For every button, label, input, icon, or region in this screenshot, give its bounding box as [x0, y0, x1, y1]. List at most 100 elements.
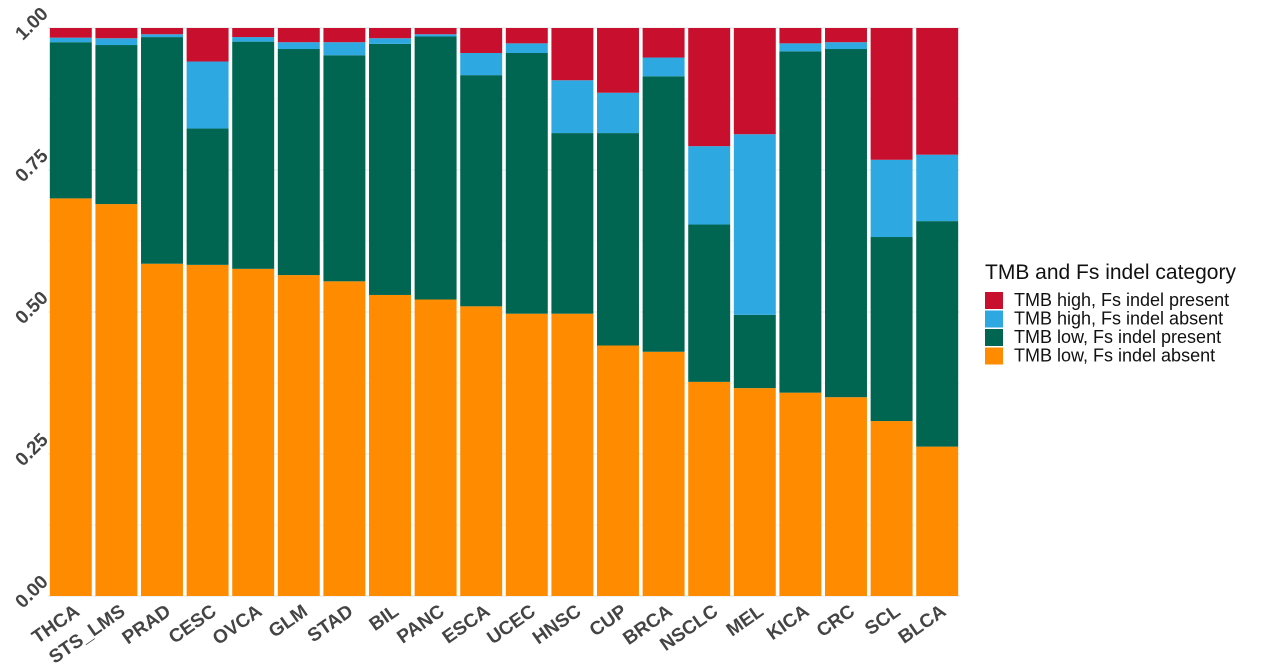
legend-swatch	[985, 347, 1003, 365]
bar-scl-series-0	[870, 421, 913, 596]
bar-blca-series-2	[916, 154, 959, 222]
bar-bil-series-0	[369, 294, 411, 596]
bar-glm-series-2	[277, 42, 320, 50]
bar-esca-series-3	[460, 28, 503, 53]
y-tick-label: 1.00	[12, 4, 53, 45]
legend: TMB and Fs indel category TMB high, Fs i…	[985, 261, 1236, 366]
bar-prad-series-3	[141, 28, 183, 35]
x-tick-label-esca: ESCA	[439, 601, 495, 649]
y-tick-label: 0.00	[12, 572, 53, 613]
bar-panc-series-3	[414, 28, 457, 35]
bar-hnsc-series-0	[551, 313, 594, 596]
bar-cup-series-1	[597, 133, 639, 346]
x-tick-label-panc: PANC	[393, 601, 448, 648]
x-tick-label-blca: BLCA	[895, 601, 950, 649]
bar-ovca-series-3	[232, 28, 275, 38]
bar-kica-series-2	[779, 43, 822, 52]
bar-ovca-series-2	[232, 37, 275, 42]
bar-ovca-series-0	[232, 268, 275, 596]
bar-stad-series-3	[323, 28, 366, 43]
legend-entry: TMB low, Fs indel present	[1014, 327, 1221, 347]
bar-nsclc-series-3	[688, 28, 731, 147]
bar-blca-series-1	[916, 221, 959, 447]
x-tick-label-hnsc: HNSC	[529, 601, 585, 649]
x-tick-label-crc: CRC	[813, 601, 859, 642]
bar-panc-series-2	[414, 34, 457, 37]
bar-brca-series-1	[642, 76, 685, 352]
bar-glm-series-3	[277, 28, 320, 43]
bar-mel-series-2	[733, 134, 776, 315]
legend-entry: TMB high, Fs indel absent	[1014, 309, 1223, 329]
bar-scl-series-3	[870, 28, 913, 160]
x-tick-label-ovca: OVCA	[209, 601, 266, 650]
bar-ucec-series-1	[505, 52, 548, 314]
bar-ucec-series-2	[505, 43, 548, 53]
bars-layer	[49, 28, 959, 596]
bar-stad-series-2	[323, 42, 366, 56]
bar-crc-series-0	[825, 397, 867, 596]
bar-blca-series-0	[916, 446, 959, 596]
bar-mel-series-3	[733, 28, 776, 135]
legend-title: TMB and Fs indel category	[985, 261, 1236, 284]
bar-kica-series-1	[779, 51, 822, 393]
bar-thca-series-3	[49, 28, 92, 38]
bar-cesc-series-2	[186, 61, 229, 129]
bar-scl-series-1	[870, 237, 913, 422]
y-axis: 0.00 0.25 0.50 0.75 1.00	[12, 4, 53, 613]
bar-esca-series-1	[460, 75, 503, 307]
bar-cup-series-2	[597, 92, 639, 134]
bar-brca-series-0	[642, 351, 685, 596]
bar-crc-series-1	[825, 49, 867, 398]
bar-thca-series-1	[49, 42, 92, 199]
bar-prad-series-0	[141, 263, 183, 596]
bar-prad-series-1	[141, 37, 183, 264]
bar-panc-series-0	[414, 299, 457, 596]
bar-bil-series-1	[369, 43, 411, 295]
legend-entry: TMB high, Fs indel present	[1014, 290, 1229, 310]
legend-swatch	[985, 329, 1003, 346]
bar-crc-series-2	[825, 42, 867, 50]
bar-esca-series-0	[460, 306, 503, 596]
bar-hnsc-series-3	[551, 28, 594, 81]
bar-ucec-series-0	[505, 313, 548, 596]
bar-nsclc-series-2	[688, 146, 731, 225]
x-tick-label-cesc: CESC	[165, 601, 221, 649]
bar-nsclc-series-1	[688, 224, 731, 382]
bar-brca-series-3	[642, 28, 685, 58]
bar-scl-series-2	[870, 159, 913, 238]
grid-layer	[48, 27, 960, 597]
bar-prad-series-2	[141, 34, 183, 38]
bar-nsclc-series-0	[688, 381, 731, 596]
bar-glm-series-0	[277, 275, 320, 596]
bar-cesc-series-3	[186, 28, 229, 62]
legend-swatch	[985, 292, 1003, 309]
bar-stad-series-1	[323, 55, 366, 282]
bar-hnsc-series-2	[551, 80, 594, 134]
bar-kica-series-0	[779, 392, 822, 596]
bar-brca-series-2	[642, 57, 685, 77]
x-tick-label-glm: GLM	[265, 601, 312, 642]
x-tick-label-stad: STAD	[304, 601, 357, 647]
bar-sts-lms-series-3	[95, 28, 138, 39]
x-tick-label-prad: PRAD	[119, 601, 175, 649]
bar-cup-series-0	[597, 345, 639, 596]
x-tick-label-mel: MEL	[723, 601, 768, 641]
bar-cup-series-3	[597, 28, 639, 93]
x-tick-label-ucec: UCEC	[484, 601, 540, 649]
x-tick-label-kica: KICA	[763, 601, 813, 645]
bar-hnsc-series-1	[551, 133, 594, 314]
bar-thca-series-0	[49, 198, 92, 596]
bar-ovca-series-1	[232, 41, 275, 269]
bar-crc-series-3	[825, 28, 867, 43]
bar-cesc-series-0	[186, 264, 229, 596]
bar-blca-series-3	[916, 28, 959, 155]
bar-mel-series-0	[733, 388, 776, 596]
bar-glm-series-1	[277, 49, 320, 276]
bar-kica-series-3	[779, 28, 822, 44]
bar-bil-series-3	[369, 28, 411, 39]
bar-esca-series-2	[460, 52, 503, 76]
bar-sts-lms-series-1	[95, 45, 138, 205]
